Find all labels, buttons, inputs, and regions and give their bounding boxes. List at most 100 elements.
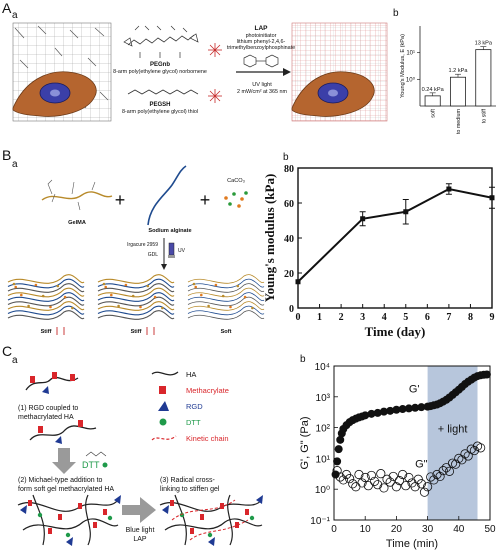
network-particle [192,282,196,286]
c-gdprime-point [441,463,451,473]
caco3-particles [224,191,248,208]
gelma-structure [41,191,113,201]
a-bar-value-label: 0.24 kPa [422,87,445,93]
c-gprime-point [404,404,413,413]
network-particle [131,294,135,298]
network-particle [110,293,113,297]
network-strand [97,278,175,289]
b-y-tick-label: 0 [289,304,294,315]
a-bar-value-label: 1.2 kPa [449,68,469,74]
lap-line1: photoinitiator [246,33,277,39]
step-arrow-down [52,448,76,474]
c-rgd [20,505,27,514]
c-gdprime-point [435,471,445,482]
network-strand [7,310,85,320]
step2-text: (2) Michael-type addition to [18,477,103,484]
c-gdprime-point [332,466,342,476]
network-strand [7,287,85,298]
network-strand [97,283,175,293]
network-particle [41,294,45,298]
c-methacrylate [190,528,194,534]
c-gdprime-point [388,471,398,482]
network-particle [221,294,225,298]
network-1 [7,274,85,320]
c-network-2 [159,494,263,546]
legend-kinetic: Kinetic chain [186,434,229,443]
a-y-tick-label: 10¹ [406,51,415,57]
c-rgd [114,495,121,504]
step1b-text: methacrylated HA [18,414,74,421]
c-gprime-point [334,445,343,454]
uv-lamp-icon [168,242,175,258]
network-particle [63,295,67,299]
c-dtt [207,532,213,538]
network-particle [243,295,247,299]
legend-methacrylate: Methacrylate [186,386,229,395]
c-gdprime-point [401,481,411,491]
b-data-point [295,279,301,285]
uv-label: UV [178,248,186,254]
lap-line2: lithium phenyl-2,4,6- [237,39,286,45]
step2-rgd [55,436,62,444]
c-methacrylate [245,509,249,515]
b-plot-frame [297,167,493,309]
panel-a-label: A [2,0,12,16]
c-methacrylate [220,503,224,509]
network-particle [104,285,107,289]
b-x-tick-label: 7 [446,312,451,323]
c-x-tick-label: 20 [391,524,403,535]
blue-light-arrow [122,497,156,523]
a-bar-value-label: 13 kPa [475,41,493,47]
c-x-tick-label: 10 [360,524,372,535]
b-data-point [489,195,495,201]
network-strand [97,305,175,316]
c-gdprime-point [391,482,401,492]
network-2 [97,274,175,320]
b-x-tick-label: 1 [317,312,322,323]
panel-b-label: B [2,147,11,163]
legend-rgd: RGD [186,402,203,411]
c-methacrylate [170,500,174,506]
c-ha-strand [85,494,91,546]
network-particle [20,293,23,297]
b-x-tick-label: 5 [403,312,408,323]
pegsh-star-icon [208,89,222,103]
network-strand [97,287,175,298]
reaction-arrow-head [283,68,291,76]
b-reaction-arrow-head [161,264,167,270]
blue-light-label: Blue light [126,527,155,534]
hydrogel-stiff-illustration [291,22,388,122]
step1-chain [25,372,79,394]
c-gdprime-point [379,483,389,493]
network-strand [97,296,175,307]
c-gdprime-point [451,459,461,469]
pegsh-title: PEGSH [149,102,170,108]
b-x-tick-label: 8 [468,312,473,323]
dtt-structure [85,451,107,457]
legend-ha-swatch [151,371,179,376]
panel-c: C a (1) RGD coupled to methacrylated HA … [2,343,496,550]
network-strand [97,301,175,311]
c-gdprime-point [369,476,380,486]
b-data-point [403,209,409,215]
c-gprime-point [482,370,491,379]
c-gdprime-point [419,487,430,497]
legend-kinetic-swatch [151,435,177,441]
b-x-tick-label: 4 [382,312,387,323]
dtt-dot [102,462,108,468]
c-gdprime-point [338,475,348,485]
stiff-label-1: Stiff [41,329,52,335]
c-methacrylate [200,514,204,520]
legend-methacrylate-swatch [159,386,166,394]
c-dtt [65,532,71,538]
network-strand [97,310,175,320]
network-strand [187,278,265,289]
c-gdprime-point [363,481,373,491]
a-bar [424,95,441,107]
b-y-tick-label: 20 [284,269,294,280]
network-particle [153,295,157,299]
c-x-tick-label: 30 [422,524,434,535]
network-strand [187,287,265,298]
c-light-band [427,366,478,520]
